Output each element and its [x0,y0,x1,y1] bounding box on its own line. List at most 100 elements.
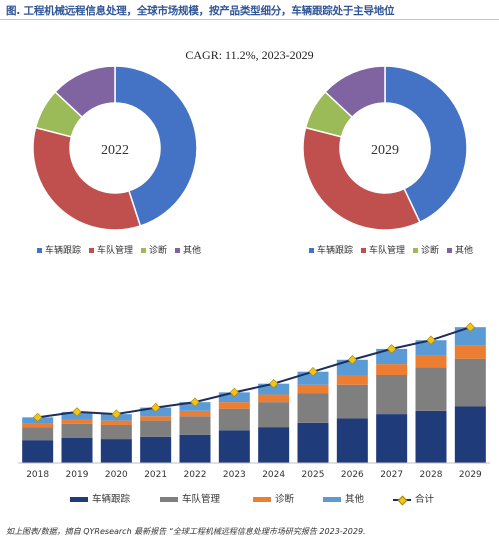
legend-item-others: 其他 [323,491,364,505]
bar-segment-fleet-management [140,420,172,437]
bar-segment-vehicle-tracking [336,418,368,463]
bar-segment-fleet-management [415,367,447,411]
donut-slice-others [324,65,386,119]
figure-title: 图. 工程机械远程信息处理，全球市场规模，按产品类型细分，车辆跟踪处于主导地位 [6,5,395,17]
legend-label: 车队管理 [369,246,406,256]
x-tick-label: 2022 [184,470,207,480]
bar-segment-diagnostics [297,384,329,394]
x-tick-label: 2021 [144,470,167,480]
total-marker [150,402,161,413]
title-divider [0,19,499,20]
total-line [37,326,471,419]
x-tick-label: 2019 [66,470,89,480]
total-marker [32,412,43,423]
x-tick-label: 2018 [26,470,49,480]
bar-segment-others [415,340,447,356]
bar-segment-fleet-management [100,424,132,440]
legend-item-others: 其他 [175,243,201,256]
legend-item-vehicle-tracking: 车辆跟踪 [309,243,353,256]
bar-segment-fleet-management [22,427,54,441]
total-marker [308,367,318,377]
legend-item-vehicle-tracking: 车辆跟踪 [70,491,130,505]
x-tick-label: 2025 [302,470,325,480]
bar-segment-vehicle-tracking [218,430,250,463]
x-tick-label: 2028 [420,470,443,480]
legend-label: 车队管理 [97,246,134,256]
total-marker [347,355,358,365]
donut-chart-2022: 2022 [32,65,198,231]
legend-label: 车辆跟踪 [92,494,131,505]
bar-segment-fleet-management [61,423,93,439]
bar-segment-vehicle-tracking [140,436,172,463]
bar-segment-fleet-management [258,402,290,428]
bar-segment-fleet-management [179,416,211,435]
legend-label: 车辆跟踪 [45,246,82,256]
legend-label: 诊断 [275,494,295,505]
legend-label: 诊断 [421,246,440,256]
legend-item-diagnostics: 诊断 [141,243,167,256]
bar-segment-fleet-management [454,358,486,407]
bar-segment-diagnostics [415,355,447,368]
donut-chart-2029: 2029 [302,65,468,231]
bar-segment-fleet-management [336,384,368,419]
bar-segment-vehicle-tracking [297,422,329,463]
bar-segment-vehicle-tracking [179,434,211,463]
donut-center-label: 2029 [371,143,399,158]
donut-center-label: 2022 [101,143,129,158]
x-tick-label: 2029 [459,470,482,480]
bar-segment-vehicle-tracking [61,438,93,463]
legend-item-fleet-management: 车队管理 [361,243,405,256]
legend-item-diagnostics: 诊断 [253,491,294,505]
legend-label: 车队管理 [182,494,221,505]
donut-slice-fleet-management [302,126,421,231]
bar-segment-diagnostics [179,410,211,417]
total-marker [190,397,200,407]
x-tick-label: 2020 [105,470,128,480]
legend-label: 诊断 [149,246,168,256]
source-note: 如上图表/数据，摘自 QYResearch 最新报告 “全球工程机械远程信息处理… [6,527,366,536]
total-marker [72,407,82,417]
bar-segment-diagnostics [376,364,408,375]
bar-segment-diagnostics [454,345,486,359]
bar-segment-diagnostics [61,419,93,424]
x-tick-label: 2024 [262,470,285,480]
legend-label: 其他 [183,246,202,256]
donut-slice-others [54,65,116,119]
total-marker [229,387,240,398]
bar-segment-diagnostics [258,394,290,403]
bar-segment-others [336,359,368,375]
bar-segment-others [258,383,290,395]
bar-segment-vehicle-tracking [454,406,486,463]
donut-slice-vehicle-tracking [384,65,468,224]
bar-segment-others [376,348,408,365]
bar-segment-diagnostics [218,402,250,409]
total-marker [111,409,122,419]
total-marker [465,322,476,332]
donut-legend-2022: 车辆跟踪 车队管理 诊断 其他 [37,243,209,256]
bar-segment-vehicle-tracking [258,427,290,463]
legend-item-vehicle-tracking: 车辆跟踪 [37,243,81,256]
bar-segment-vehicle-tracking [22,440,54,463]
legend-item-fleet-management: 车队管理 [89,243,133,256]
donut-slice-vehicle-tracking [114,65,198,227]
legend-item-total: 合计 [393,491,434,505]
bar-segment-others [218,392,250,403]
bar-segment-fleet-management [218,408,250,431]
total-marker [268,379,279,389]
legend-label: 其他 [345,494,365,505]
legend-item-diagnostics: 诊断 [413,243,439,256]
bar-segment-diagnostics [140,416,172,421]
x-tick-label: 2026 [341,470,364,480]
bar-segment-vehicle-tracking [376,414,408,463]
legend-item-fleet-management: 车队管理 [160,491,220,505]
bar-segment-vehicle-tracking [415,410,447,463]
bar-segment-diagnostics [100,420,132,425]
stacked-bar-chart: 2018 2019 2020 2021 2022 2023 2024 2025 2026 2027… [18,322,490,480]
legend-label: 合计 [415,494,435,505]
donut-slice-fleet-management [32,126,142,231]
bar-segment-others [454,327,486,346]
bar-segment-diagnostics [22,423,54,428]
bar-segment-fleet-management [376,374,408,415]
total-marker [386,344,397,354]
bar-segment-diagnostics [336,374,368,385]
